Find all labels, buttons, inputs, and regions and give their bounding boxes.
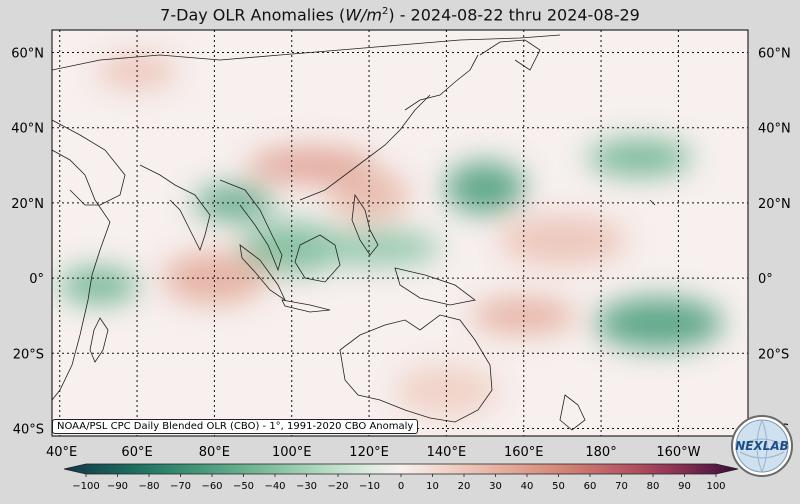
lat-label-left: 0° — [29, 272, 44, 287]
lat-label-left: 40°N — [11, 122, 44, 137]
title-unit-exponent: 2 — [381, 6, 389, 17]
map-frame — [51, 29, 749, 437]
lon-label: 160°E — [504, 445, 544, 460]
colorbar-tick-label: −50 — [233, 481, 254, 492]
logo-wordmark: NEXLAB — [735, 439, 789, 453]
lat-labels-right: 60°N40°N20°N0°20°S40°S — [758, 47, 791, 438]
anomaly-region — [498, 214, 627, 267]
arabia-coast — [52, 119, 126, 206]
colorbar-tick-label: −80 — [138, 481, 159, 492]
anomaly-region — [162, 252, 267, 305]
india-coast — [139, 164, 211, 252]
lat-label-left: 20°S — [13, 347, 44, 362]
colorbar-tick-label: 10 — [426, 481, 439, 492]
colorbar-tick-label: −100 — [72, 481, 99, 492]
globe-icon: NEXLAB — [731, 415, 793, 477]
anomaly-region — [58, 267, 139, 304]
colorbar-tick-label: 90 — [678, 481, 691, 492]
title-prefix: 7-Day OLR Anomalies ( — [160, 5, 346, 25]
lon-label: 80°E — [199, 445, 230, 460]
lat-label-right: 0° — [758, 272, 773, 287]
anomaly-field — [58, 53, 724, 417]
lon-label: 100°E — [272, 445, 312, 460]
lon-label: 160°W — [656, 445, 700, 460]
philippines-coast — [351, 193, 379, 256]
colorbar-tick-label: 60 — [584, 481, 597, 492]
colorbar-tick-label: 0 — [398, 481, 404, 492]
anomaly-region — [239, 222, 344, 275]
lon-label: 120°E — [349, 445, 389, 460]
java-coast — [281, 299, 331, 313]
colorbar-tick-label: 80 — [647, 481, 660, 492]
data-credit-label: NOAA/PSL CPC Daily Blended OLR (CBO) - 1… — [52, 419, 419, 434]
lon-label: 140°E — [427, 445, 467, 460]
sumatra-coast — [239, 244, 286, 302]
colorbar-tick-label: 30 — [489, 481, 502, 492]
anomaly-region — [595, 297, 724, 350]
lat-label-right: 20°N — [758, 197, 791, 212]
madagascar-coast — [89, 317, 109, 363]
new-guinea-coast — [394, 267, 476, 306]
colorbar-tick-label: 100 — [706, 481, 725, 492]
nexlab-logo: NEXLAB — [730, 414, 794, 478]
kamchatka-coast — [479, 39, 541, 71]
colorbar-tick-label: −20 — [327, 481, 348, 492]
lat-label-left: 60°N — [11, 47, 44, 62]
title-suffix: ) - 2024-08-22 thru 2024-08-29 — [388, 5, 640, 25]
lon-label: 180° — [585, 445, 616, 460]
colorbar-tick-label: 40 — [521, 481, 534, 492]
russia-coast — [52, 34, 561, 71]
colorbar-tick-label: −10 — [359, 481, 380, 492]
sea-mainland-coast — [219, 179, 283, 272]
colorbar-tick-label: −70 — [170, 481, 191, 492]
lat-label-right: 20°S — [758, 347, 789, 362]
colorbar-tick-label: −90 — [107, 481, 128, 492]
lat-label-left: 40°S — [13, 422, 44, 437]
colorbar-tick-label: 70 — [615, 481, 628, 492]
colorbar-tick-label: 20 — [458, 481, 471, 492]
lat-label-right: 40°N — [758, 122, 791, 137]
china-coast — [299, 94, 431, 201]
anomaly-region — [445, 161, 526, 214]
colorbar-tick-label: −60 — [201, 481, 222, 492]
page-title: 7-Day OLR Anomalies (W/m2) - 2024-08-22 … — [0, 0, 800, 24]
lat-label-left: 20°N — [11, 197, 44, 212]
colorbar-tick-label: −40 — [264, 481, 285, 492]
colorbar-bar — [63, 463, 739, 475]
borneo-coast — [294, 234, 341, 283]
colorbar: −100 −90 −80 −70 −60 −50 −40 −30 −20 −10 0 10 20 30 40… — [63, 463, 739, 492]
title-unit-base: W/m — [345, 5, 382, 25]
australia-coast — [339, 314, 493, 423]
africa-coast — [52, 149, 111, 401]
japan-coast — [404, 54, 479, 111]
anomaly-region — [312, 230, 441, 267]
colorbar-tick-label: −30 — [296, 481, 317, 492]
anomaly-region — [247, 147, 376, 184]
anomaly-region — [587, 139, 692, 176]
lat-labels-left: 60°N 40°N 20°N 0° 20°S 40°S — [11, 47, 44, 438]
new-zealand-coast — [559, 394, 586, 431]
colorbar-ticks: −100 −90 −80 −70 −60 −50 −40 −30 −20 −10 0 10 20 30 40… — [72, 474, 726, 492]
lon-label: 40°E — [46, 445, 77, 460]
lon-labels: 40°E 60°E 80°E 100°E 120°E 140°E 160°E 180° 160°… — [46, 445, 790, 460]
lat-label-right: 60°N — [758, 47, 791, 62]
coastlines — [52, 34, 656, 431]
colorbar-tick-label: 50 — [552, 481, 565, 492]
lon-label: 60°E — [121, 445, 152, 460]
